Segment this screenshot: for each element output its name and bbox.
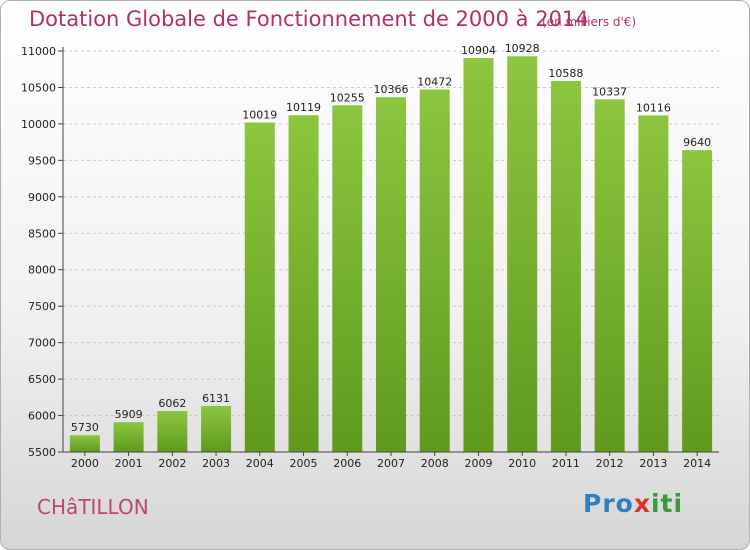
- x-tick-label: 2003: [202, 457, 230, 470]
- y-tick-label: 7500: [28, 300, 56, 313]
- x-tick-label: 2013: [639, 457, 667, 470]
- x-tick-label: 2012: [596, 457, 624, 470]
- bar-2000[interactable]: [69, 435, 100, 452]
- x-tick-label: 2007: [377, 457, 405, 470]
- x-tick-label: 2009: [464, 457, 492, 470]
- logo-part-iti: iti: [650, 489, 684, 518]
- y-tick-label: 6500: [28, 373, 56, 386]
- data-label: 10472: [417, 75, 452, 88]
- x-tick-label: 2001: [115, 457, 143, 470]
- x-tick-label: 2014: [683, 457, 711, 470]
- data-label: 10119: [286, 101, 321, 114]
- y-tick-label: 6000: [28, 410, 56, 423]
- x-tick-label: 2005: [290, 457, 318, 470]
- bar-2007[interactable]: [376, 97, 406, 452]
- y-tick-label: 11000: [21, 45, 56, 58]
- x-tick-label: 2002: [158, 457, 186, 470]
- bar-2013[interactable]: [638, 115, 669, 453]
- data-label: 5909: [115, 408, 143, 421]
- bars: 5730 5909 6062 6131 10019 10119 10255 10366 1047…: [69, 42, 713, 453]
- data-label: 9640: [683, 136, 711, 149]
- bar-2008[interactable]: [419, 89, 450, 452]
- bar-2001[interactable]: [113, 422, 144, 452]
- data-label: 10366: [374, 83, 409, 96]
- data-label: 10019: [242, 109, 277, 122]
- bar-2010[interactable]: [507, 56, 538, 453]
- bar-2014[interactable]: [682, 150, 713, 452]
- x-tick-label: 2008: [421, 457, 449, 470]
- data-label: 10588: [548, 67, 583, 80]
- bar-2006[interactable]: [332, 105, 363, 453]
- proxiti-logo[interactable]: Proxiti: [583, 489, 683, 518]
- bar-2004[interactable]: [244, 122, 275, 453]
- bar-2009[interactable]: [463, 57, 494, 453]
- y-tick-label: 9500: [28, 154, 56, 167]
- bar-2003[interactable]: [201, 405, 232, 452]
- data-label: 10928: [505, 42, 540, 55]
- bar-2011[interactable]: [550, 81, 581, 452]
- chart-title: Dotation Globale de Fonctionnement de 20…: [29, 7, 589, 31]
- data-label: 6131: [202, 392, 230, 405]
- x-tick-label: 2004: [246, 457, 274, 470]
- data-label: 10116: [636, 101, 671, 114]
- y-tick-label: 5500: [28, 446, 56, 459]
- data-label: 6062: [158, 397, 186, 410]
- y-tick-label: 8500: [28, 227, 56, 240]
- y-tick-label: 10500: [21, 81, 56, 94]
- data-label: 10255: [330, 91, 365, 104]
- axes: 5500 6000 6500 7000 7500 8000 8500 9000 9500 1000…: [21, 45, 719, 470]
- bar-2002[interactable]: [157, 411, 188, 452]
- x-tick-label: 2006: [333, 457, 361, 470]
- x-tick-label: 2011: [552, 457, 580, 470]
- bar-2005[interactable]: [288, 115, 319, 452]
- data-label: 5730: [71, 421, 99, 434]
- chart-subtitle: (en milliers d'€): [542, 15, 637, 29]
- y-tick-label: 7000: [28, 337, 56, 350]
- logo-part-pro: Pro: [583, 489, 634, 518]
- y-tick-label: 9000: [28, 191, 56, 204]
- x-tick-label: 2000: [71, 457, 99, 470]
- city-name: CHâTILLON: [37, 495, 149, 519]
- x-tick-label: 2010: [508, 457, 536, 470]
- y-tick-label: 10000: [21, 118, 56, 131]
- data-label: 10904: [461, 44, 496, 57]
- bar-2012[interactable]: [594, 99, 625, 452]
- logo-part-x: x: [633, 489, 651, 518]
- data-label: 10337: [592, 85, 627, 98]
- y-tick-label: 8000: [28, 264, 56, 277]
